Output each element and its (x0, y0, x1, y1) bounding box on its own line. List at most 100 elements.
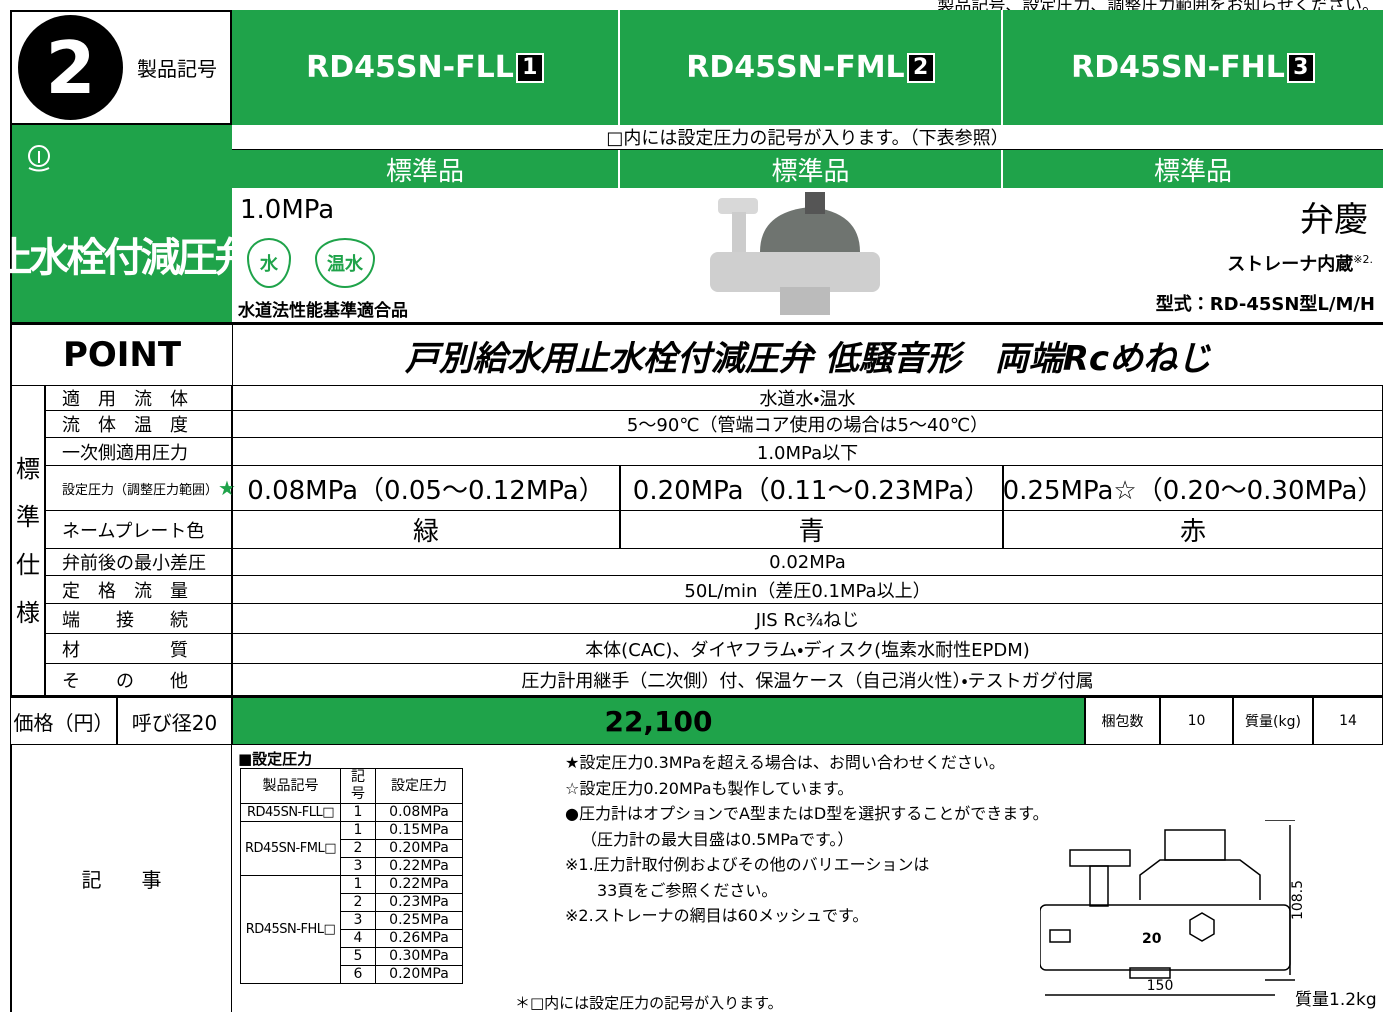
spec-label-text: 一次側適用圧力 (62, 442, 188, 464)
point-text: 戸別給水用止水栓付減圧弁 低騒音形 両端Rcめねじ (232, 322, 1383, 385)
price-label: 価格（円） (10, 695, 117, 745)
table-code: 1 (339, 803, 376, 822)
spec-value: 緑 (232, 510, 620, 549)
price-mass: 14 (1313, 695, 1383, 745)
table-pressure: 0.25MPa (374, 911, 463, 930)
strainer: ストレーナ内蔵※2. (1227, 250, 1373, 276)
footnote: ＊□内には設定圧力の記号が入ります。 (515, 994, 783, 1012)
remark: 33頁をご参照ください。 (581, 880, 778, 900)
spec-value: 本体(CAC)、ダイヤフラム・ディスク(塩素水耐性EPDM) (232, 633, 1383, 664)
table-pressure: 0.15MPa (374, 821, 463, 840)
height-dim: 108.5 (1290, 880, 1306, 920)
setting-table: 製品記号 記号 設定圧力 RD45SN-FLL□ 1 0.08MPa RD45SN-FML□… (240, 768, 463, 984)
remark: ☆設定圧力0.20MPaも製作しています。 (565, 778, 854, 798)
table-code: 2 (339, 839, 376, 858)
width-dim: 150 (1147, 978, 1174, 994)
spec-label: 端 接 続 (45, 603, 232, 634)
price-size: 呼び径20 (117, 695, 232, 745)
table-row: 5 0.30MPa (241, 947, 463, 966)
table-row: RD45SN-FLL□ 1 0.08MPa (240, 803, 463, 822)
table-header: 製品記号 (240, 768, 341, 804)
price-pack: 10 (1160, 695, 1233, 745)
model-mark: 1 (515, 52, 544, 83)
spec-label: 流 体 温 度 (45, 410, 232, 438)
table-pressure: 0.22MPa (374, 857, 463, 876)
model: RD45SN-FML (686, 50, 905, 85)
grade: 標準品 (232, 150, 620, 188)
table-pressure: 0.08MPa (374, 803, 463, 822)
spec-label-text: 端 接 続 (62, 609, 188, 631)
spec-value: 0.25MPa☆（0.20〜0.30MPa） (1003, 465, 1383, 511)
table-code: 5 (339, 947, 376, 966)
spec-label-text: 定 格 流 量 (62, 580, 188, 602)
header-number: 2 (18, 15, 123, 120)
table-row: 3 0.25MPa (241, 911, 463, 930)
price-pack-label: 梱包数 (1085, 695, 1160, 745)
spec-label-mark: ★ (218, 476, 236, 500)
remark: ●圧力計はオプションでA型またはD型を選択することができます。 (565, 804, 1049, 823)
remark: （圧力計の最大目盛は0.5MPaです。） (581, 829, 854, 849)
table-model: RD45SN-FLL□ (240, 803, 341, 822)
table-row: 2 0.20MPa (241, 839, 463, 858)
spec-section-char: 標 (16, 454, 40, 483)
spec-label: 材 質 (45, 633, 232, 664)
table-pressure: 0.20MPa (374, 839, 463, 858)
mass: 質量1.2kg (1295, 990, 1377, 1010)
spec-label: そ の 他 (45, 663, 232, 696)
table-pressure: 0.22MPa (374, 875, 463, 894)
model-mark: 2 (906, 52, 935, 83)
table-row: 2 0.23MPa (241, 893, 463, 912)
table-pressure: 0.20MPa (374, 965, 463, 984)
spec-value: 赤 (1003, 510, 1383, 549)
grade: 標準品 (1003, 150, 1383, 188)
point-label: POINT (10, 322, 232, 385)
table-code: 3 (339, 857, 376, 876)
table-pressure: 0.30MPa (374, 947, 463, 966)
spec-label: 設定圧力（調整圧力範囲） ★ (45, 465, 236, 511)
eco-icon (28, 145, 50, 172)
spec-section: 標準仕様 (10, 385, 45, 695)
table-code: 2 (339, 893, 376, 912)
spec-value: 圧力計用継手（二次側）付、保温ケース（自己消火性）・テストガグ付属 (232, 663, 1383, 696)
model-type: 型式：RD-45SN型L/M/H (1155, 294, 1375, 315)
badge: 水 (247, 238, 291, 288)
spec-label-text: そ の 他 (62, 670, 188, 692)
spec-value: 5〜90℃（管端コア使用の場合は5〜40℃） (232, 410, 1383, 438)
body-size: 20 (1142, 931, 1162, 947)
table-row: 4 0.26MPa (241, 929, 463, 948)
model-mark: 3 (1286, 52, 1315, 83)
table-row: 6 0.20MPa (241, 965, 463, 984)
spec-value: 0.20MPa（0.11〜0.23MPa） (620, 465, 1003, 511)
spec-label-text: ネームプレート色 (62, 520, 205, 542)
dimension-drawing: 20 108.5 150 質量1.2kg (1040, 820, 1377, 1010)
table-pressure: 0.26MPa (374, 929, 463, 948)
spec-value: 50L/min（差圧0.1MPa以上） (232, 575, 1383, 604)
table-header: 設定圧力 (374, 768, 463, 804)
model: RD45SN-FLL (306, 50, 514, 85)
remark: ★設定圧力0.3MPaを超える場合は、お問い合わせください。 (565, 753, 1005, 772)
table-pressure: 0.23MPa (374, 893, 463, 912)
model-cell: RD45SN-FHL 3 (1003, 10, 1383, 125)
remark: ※2.ストレーナの網目は60メッシュです。 (565, 906, 869, 925)
table-code: 4 (339, 929, 376, 948)
spec-label-text: 材 質 (62, 639, 188, 661)
category-panel: 止水栓付減圧弁 (0, 125, 255, 322)
table-header: 記号 (339, 768, 376, 804)
model-cell: RD45SN-FML 2 (620, 10, 1003, 125)
spec-value: 1.0MPa以下 (232, 437, 1383, 466)
pressure-rating: 1.0MPa (240, 195, 335, 225)
spec-value: JIS Rc¾ねじ (232, 603, 1383, 634)
spec-section-char: 様 (16, 598, 40, 627)
table-row: RD45SN-FML□ 1 0.15MPa (240, 821, 463, 876)
table-code: 3 (339, 911, 376, 930)
brand: 弁慶 (1300, 200, 1368, 240)
product-photo (710, 192, 880, 315)
spec-value: 青 (620, 510, 1003, 549)
spec-label: 定 格 流 量 (45, 575, 232, 604)
model-cell: RD45SN-FLL 1 (232, 10, 620, 125)
remarks: ★設定圧力0.3MPaを超える場合は、お問い合わせください。 ☆設定圧力0.20M… (565, 750, 1049, 929)
spec-label-text: 弁前後の最小差圧 (62, 553, 206, 574)
table-title: ■設定圧力 (238, 750, 313, 768)
spec-label-text: 流 体 温 度 (62, 415, 188, 436)
